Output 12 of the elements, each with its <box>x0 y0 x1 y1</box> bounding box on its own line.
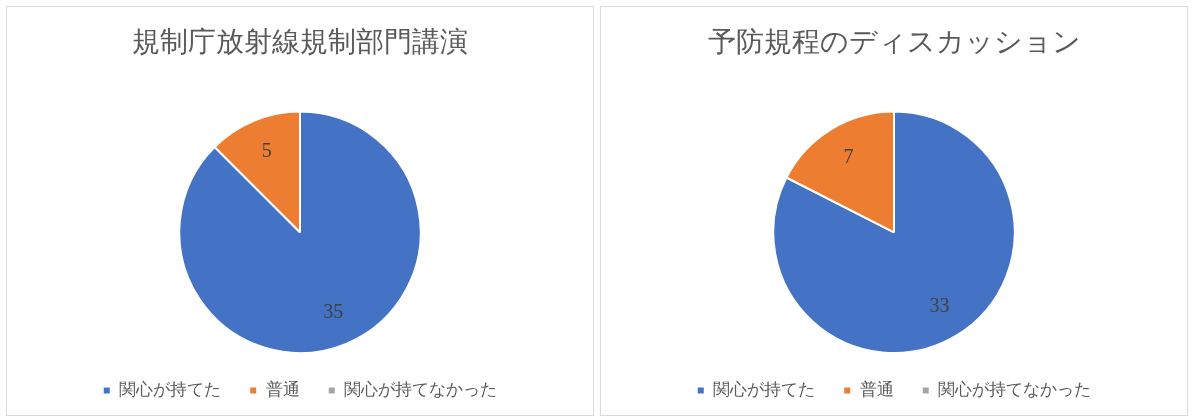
legend-label: 普通 <box>859 378 894 399</box>
data-label: 33 <box>929 293 950 316</box>
legend-label: 関心が持てなかった <box>344 378 498 399</box>
legend-label: 関心が持てた <box>119 378 222 399</box>
legend-label: 関心が持てた <box>713 378 816 399</box>
data-label: 7 <box>843 145 854 168</box>
data-label: 35 <box>323 299 344 322</box>
chart-title: 規制庁放射線規制部門講演 <box>132 26 468 58</box>
data-label: 5 <box>261 139 272 162</box>
legend-label: 関心が持てなかった <box>938 378 1092 399</box>
legend-label: 普通 <box>265 378 300 399</box>
chart-title: 予防規程のディスカッション <box>707 26 1081 58</box>
